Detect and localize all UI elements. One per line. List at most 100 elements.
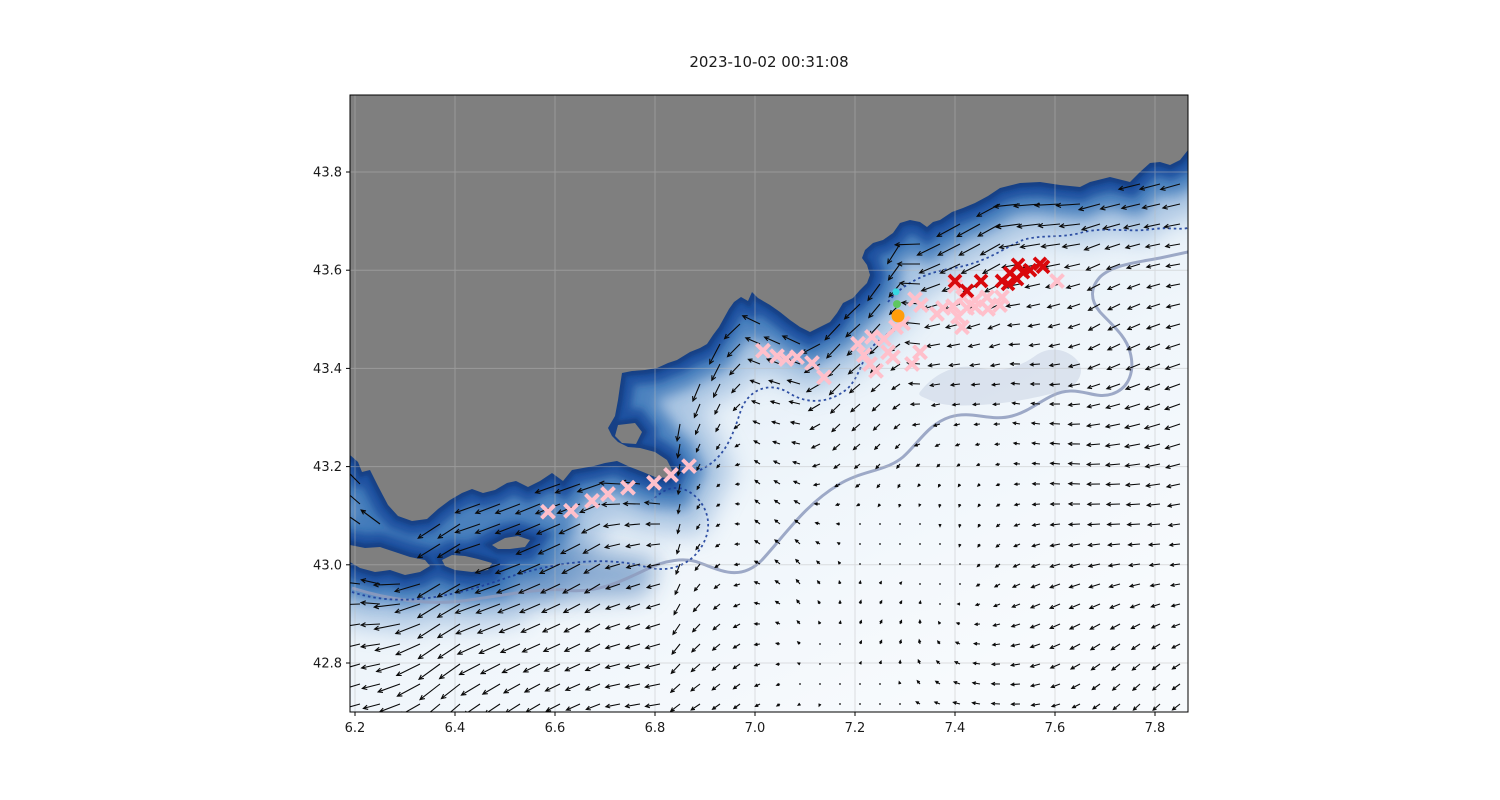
contour-navy-group [351, 227, 1188, 601]
red-x-marker [1000, 276, 1016, 292]
pink-x-marker [994, 289, 1010, 306]
trajectory-point-green [893, 300, 901, 309]
pink-x-marker [876, 331, 892, 347]
current-dot [899, 543, 901, 545]
pink-x-marker [868, 362, 884, 379]
current-dot [859, 563, 861, 565]
pink-x-marker [850, 335, 866, 352]
trajectory-points [891, 288, 905, 323]
x-tick-label: 6.6 [545, 721, 566, 736]
pink-x-marker [563, 502, 579, 519]
y-tick-label: 43.0 [313, 558, 342, 573]
gridlines [350, 95, 1188, 712]
pink-x-marker [584, 493, 600, 509]
current-dot [879, 683, 881, 685]
pink-x-marker [804, 355, 820, 371]
current-dot [839, 703, 841, 705]
island-gulf-islet [615, 423, 642, 444]
pink-x-marker [663, 467, 679, 483]
y-tick-label: 43.8 [313, 166, 342, 181]
pink-x-marker [755, 342, 771, 359]
current-dot [819, 683, 821, 685]
x-tick-label: 6.8 [645, 721, 666, 736]
pink-x-marker [913, 297, 929, 313]
red-x-markers [947, 256, 1051, 299]
shelf-plateau [919, 349, 1081, 406]
pink-x-marker [864, 329, 880, 345]
y-tick-labels: 43.8 43.6 43.4 43.2 43.0 42.8 [313, 166, 342, 672]
trajectory-point-cyan [892, 288, 900, 296]
current-dot [939, 603, 941, 605]
current-dot [859, 543, 861, 545]
current-dot [919, 563, 921, 565]
current-dot [899, 703, 901, 705]
mainland [350, 95, 1188, 521]
pink-x-marker [904, 356, 920, 372]
trajectory-point-orange [891, 309, 905, 323]
y-tick-label: 43.2 [313, 460, 342, 475]
axes-frame [349, 94, 1189, 713]
pink-x-marker [646, 474, 662, 491]
current-dot [839, 683, 841, 685]
current-dot [839, 643, 841, 645]
current-dot [879, 523, 881, 525]
pink-x-marker [789, 349, 805, 366]
x-tick-label: 7.6 [1045, 721, 1066, 736]
y-tick-label: 42.8 [313, 657, 342, 672]
x-tick-label: 6.4 [445, 721, 466, 736]
current-dot [919, 583, 921, 585]
current-dot [859, 523, 861, 525]
current-dot [959, 583, 961, 585]
pink-x-marker [540, 503, 556, 520]
red-x-marker [973, 273, 989, 289]
red-x-marker [1035, 259, 1051, 275]
current-dot [939, 563, 941, 565]
pink-x-marker [600, 486, 616, 503]
current-arrows [350, 183, 1181, 712]
current-dot [799, 683, 801, 685]
current-dot [819, 663, 821, 665]
current-dot [879, 543, 881, 545]
pink-x-marker [1049, 273, 1065, 289]
island-portcros [492, 536, 530, 549]
pink-x-marker [681, 458, 697, 475]
pink-x-marker [885, 349, 901, 366]
island-giens [350, 545, 430, 575]
plot-title: 2023-10-02 00:31:08 [689, 53, 848, 71]
current-dot [899, 523, 901, 525]
quiver-field [350, 183, 1181, 712]
x-tick-label: 6.2 [345, 721, 366, 736]
y-tick-label: 43.4 [313, 362, 342, 377]
red-x-marker [1022, 262, 1038, 278]
x-tick-label: 7.4 [945, 721, 966, 736]
pink-x-marker [816, 369, 832, 386]
red-x-marker [959, 283, 975, 299]
axis-ticks [346, 171, 1156, 716]
current-dot [879, 703, 881, 705]
x-tick-label: 7.8 [1145, 721, 1166, 736]
current-dot [859, 683, 861, 685]
x-tick-labels: 6.2 6.4 6.6 6.8 7.0 7.2 7.4 7.6 7.8 [345, 721, 1166, 736]
pink-x-marker [912, 344, 928, 361]
current-dot [859, 703, 861, 705]
pink-x-marker [620, 479, 636, 496]
current-dot [939, 583, 941, 585]
pink-x-marker [947, 277, 963, 294]
x-tick-label: 7.0 [745, 721, 766, 736]
pink-x-marker [856, 347, 872, 364]
current-dot [839, 663, 841, 665]
island-porquerolles [442, 555, 492, 572]
current-dot [939, 543, 941, 545]
red-x-marker [947, 273, 963, 289]
current-dot [819, 643, 821, 645]
pink-x-marker [954, 319, 970, 336]
contour-slate [351, 250, 1188, 604]
current-dot [879, 563, 881, 565]
y-tick-label: 43.6 [313, 264, 342, 279]
current-dot [899, 563, 901, 565]
red-x-marker [1010, 257, 1026, 273]
x-tick-label: 7.2 [845, 721, 866, 736]
current-dot [919, 543, 921, 545]
